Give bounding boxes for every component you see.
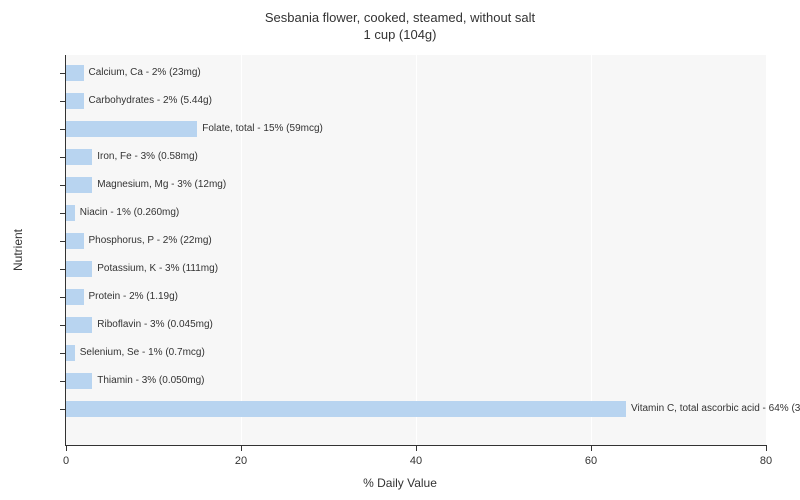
nutrient-bar <box>66 317 92 333</box>
nutrient-bar <box>66 401 626 417</box>
nutrient-bar <box>66 233 84 249</box>
x-tick <box>766 445 767 451</box>
nutrient-bar <box>66 177 92 193</box>
nutrient-label: Calcium, Ca - 2% (23mg) <box>89 65 201 81</box>
x-tick-label: 0 <box>63 455 69 467</box>
y-axis-label: Nutrient <box>11 229 25 271</box>
gridline <box>241 55 242 445</box>
gridline <box>591 55 592 445</box>
x-tick-label: 40 <box>410 455 422 467</box>
x-tick-label: 60 <box>585 455 597 467</box>
nutrient-bar <box>66 373 92 389</box>
nutrient-bar <box>66 93 84 109</box>
x-tick-label: 20 <box>235 455 247 467</box>
nutrient-label: Niacin - 1% (0.260mg) <box>80 205 179 221</box>
plot-area: 020406080Calcium, Ca - 2% (23mg)Carbohyd… <box>65 55 766 446</box>
x-tick <box>591 445 592 451</box>
x-tick <box>416 445 417 451</box>
nutrient-label: Potassium, K - 3% (111mg) <box>97 261 218 277</box>
nutrient-label: Thiamin - 3% (0.050mg) <box>97 373 204 389</box>
nutrient-label: Folate, total - 15% (59mcg) <box>202 121 323 137</box>
nutrient-bar <box>66 345 75 361</box>
chart-title-block: Sesbania flower, cooked, steamed, withou… <box>0 0 800 44</box>
chart-title-line1: Sesbania flower, cooked, steamed, withou… <box>0 10 800 27</box>
nutrient-label: Magnesium, Mg - 3% (12mg) <box>97 177 226 193</box>
x-tick <box>241 445 242 451</box>
nutrient-bar <box>66 121 197 137</box>
nutrient-bar <box>66 65 84 81</box>
nutrient-bar <box>66 289 84 305</box>
nutrient-label: Selenium, Se - 1% (0.7mcg) <box>80 345 205 361</box>
x-tick <box>66 445 67 451</box>
nutrient-label: Carbohydrates - 2% (5.44g) <box>89 93 212 109</box>
nutrient-bar <box>66 149 92 165</box>
nutrient-label: Iron, Fe - 3% (0.58mg) <box>97 149 198 165</box>
x-tick-label: 80 <box>760 455 772 467</box>
gridline <box>766 55 767 445</box>
nutrient-label: Vitamin C, total ascorbic acid - 64% (38… <box>631 401 800 417</box>
nutrient-bar <box>66 261 92 277</box>
nutrient-label: Protein - 2% (1.19g) <box>89 289 179 305</box>
gridline <box>416 55 417 445</box>
chart-title-line2: 1 cup (104g) <box>0 27 800 44</box>
x-axis-label: % Daily Value <box>363 476 437 490</box>
nutrition-chart: Sesbania flower, cooked, steamed, withou… <box>0 0 800 500</box>
nutrient-label: Riboflavin - 3% (0.045mg) <box>97 317 213 333</box>
nutrient-bar <box>66 205 75 221</box>
nutrient-label: Phosphorus, P - 2% (22mg) <box>89 233 212 249</box>
